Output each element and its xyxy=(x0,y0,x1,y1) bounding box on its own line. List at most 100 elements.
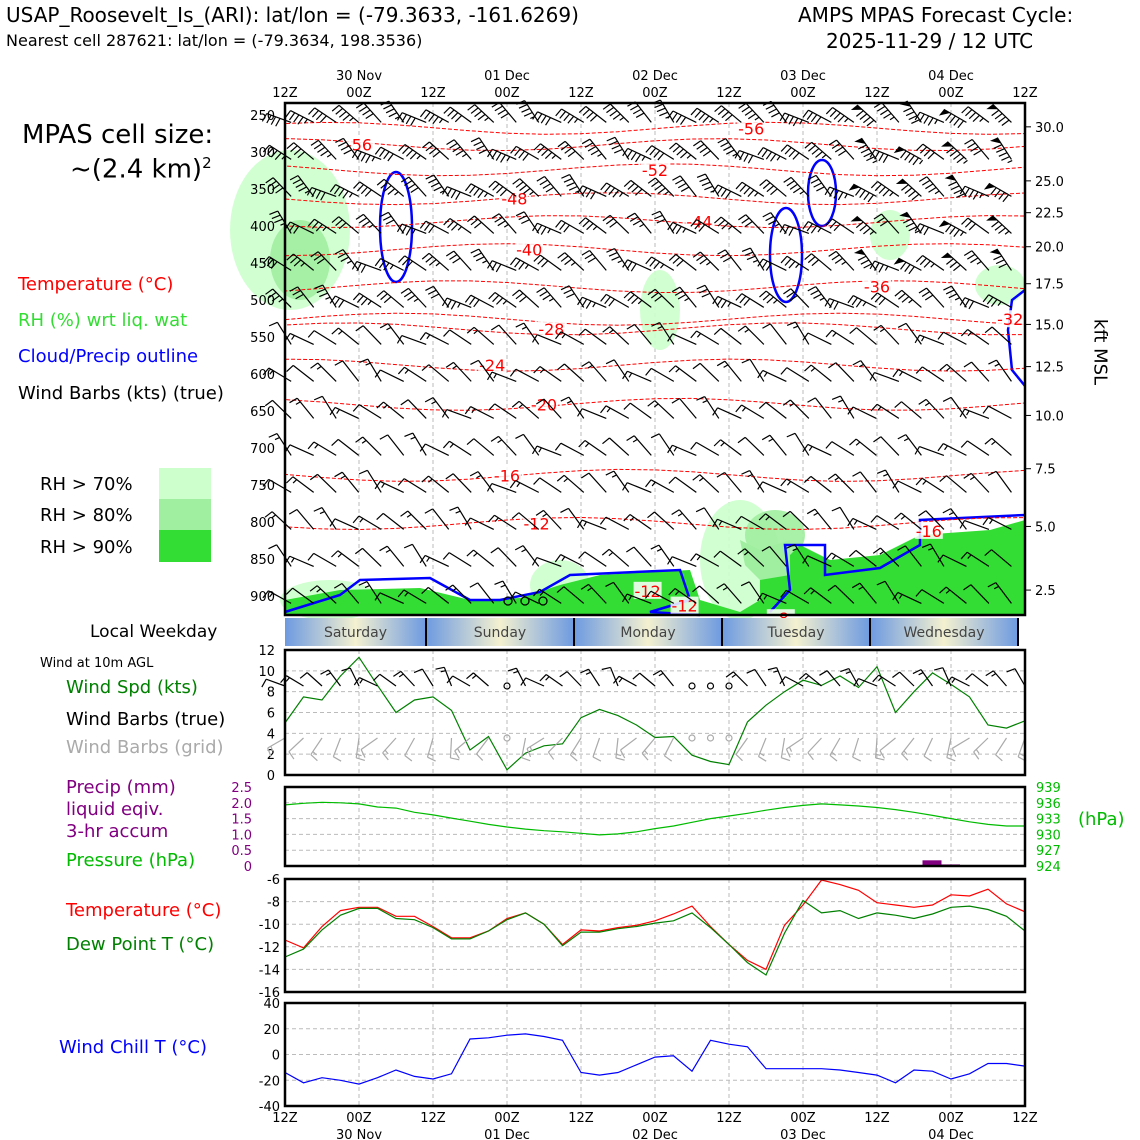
wind-barb-half xyxy=(858,586,864,590)
wind-barb-half xyxy=(872,160,878,164)
wind-barb-shaft xyxy=(497,547,517,567)
wind-barb-shaft xyxy=(919,111,945,123)
wind-barb-half xyxy=(773,670,779,673)
wind-barb xyxy=(938,108,967,129)
wind-barb-tick xyxy=(340,145,350,151)
wind-barb xyxy=(532,588,562,604)
wind-barb-tick xyxy=(365,113,374,120)
wind-barb-tick xyxy=(788,149,796,158)
wind-barb-tick xyxy=(746,255,756,261)
wind-barb xyxy=(762,100,787,123)
wind-barb-shaft xyxy=(613,359,630,382)
wind-barb-tick xyxy=(541,149,549,157)
wind-barb-tick xyxy=(307,218,315,227)
wind-barb-tick xyxy=(651,322,660,327)
wind-barb-shaft xyxy=(650,367,675,382)
wind-barb-shaft xyxy=(766,179,787,197)
wind-barb-tick xyxy=(781,757,791,762)
wind-barb-tick xyxy=(735,293,743,301)
wind-barb-10m xyxy=(612,675,637,687)
wind-barb-tick xyxy=(758,513,767,521)
wind-barb-tick xyxy=(737,436,746,444)
wind-barb-tick xyxy=(783,114,790,123)
wind-barb-tick xyxy=(496,297,504,305)
wind-barb xyxy=(560,507,585,530)
wind-barb-half xyxy=(416,154,421,160)
wind-barb xyxy=(780,589,810,604)
wind-barb xyxy=(466,438,495,456)
wind-barb-tick xyxy=(486,260,493,269)
wind-barb-tick xyxy=(680,151,688,159)
wind-barb-tick xyxy=(477,190,484,199)
wind-barb xyxy=(737,436,765,456)
calm-circle-grid xyxy=(688,734,696,742)
wind-barb-tick xyxy=(803,475,812,483)
wind-barb-tick xyxy=(606,136,616,142)
wind-barb xyxy=(782,399,810,419)
wind-barb-tick xyxy=(825,218,833,226)
wind-barb-grid xyxy=(946,737,956,762)
wind-barb xyxy=(940,252,967,272)
wind-barb xyxy=(289,286,315,308)
wind-barb xyxy=(578,439,607,456)
isotherm xyxy=(284,322,1026,336)
wind-barb-tick xyxy=(925,183,934,190)
wind-barb-tick xyxy=(922,179,931,186)
wind-barb xyxy=(937,331,967,345)
wind-barb-half xyxy=(316,588,321,593)
wind-barb-tick xyxy=(270,261,278,269)
wind-barb-tick xyxy=(737,325,746,332)
wind-barb-tick xyxy=(410,187,419,194)
wind-barb-shaft xyxy=(633,435,652,456)
wind-barb-tick xyxy=(602,214,611,222)
wind-barb xyxy=(964,138,990,160)
wind-barb-tick xyxy=(863,116,871,124)
isotherm-label: -12 xyxy=(635,582,661,601)
wind-barb-tick xyxy=(333,582,343,589)
wind-barb xyxy=(289,175,315,197)
wind-barb xyxy=(921,543,945,567)
wind-barb xyxy=(803,587,832,604)
wind-barb-half xyxy=(270,745,274,752)
wind-barb-tick xyxy=(430,182,440,188)
wind-barb-half xyxy=(457,226,462,231)
wind-barb-shaft xyxy=(569,737,582,756)
wind-barb-half xyxy=(744,328,750,333)
wind-barb-tick xyxy=(455,191,461,200)
wind-barb-half xyxy=(348,192,353,198)
wind-barb-tick xyxy=(737,548,746,555)
wind-barb-tick xyxy=(807,286,817,292)
wind-barb-shaft xyxy=(407,399,427,419)
legend-wbarb-grid: Wind Barbs (grid) xyxy=(66,737,224,758)
wind-barb-tick xyxy=(892,480,899,489)
wind-barb-tick xyxy=(943,285,952,291)
wind-barb-half xyxy=(967,331,972,337)
panel-frame xyxy=(283,1001,1027,1108)
wind-barb xyxy=(314,284,337,308)
wind-barb-tick xyxy=(722,256,732,263)
wind-barb-tick xyxy=(331,216,340,224)
wind-barb-tick xyxy=(341,667,351,672)
wind-barb-tick xyxy=(500,154,506,163)
isotherm xyxy=(284,138,1026,152)
wind-barb-tick xyxy=(557,252,566,259)
wind-barb-half xyxy=(539,368,545,374)
wind-barb-tick xyxy=(788,227,794,236)
wind-barb-10m xyxy=(892,671,915,687)
wind-barb-tick xyxy=(647,177,656,184)
wind-barb-tick xyxy=(374,481,381,490)
wind-barb-tick xyxy=(959,185,966,195)
wind-barb-tick xyxy=(762,212,771,218)
wind-barb-shaft xyxy=(446,408,472,419)
wind-barb xyxy=(804,364,832,382)
wind-barb-tick xyxy=(876,580,886,586)
wind-barb-tick xyxy=(404,180,413,186)
wind-barb-tick xyxy=(376,401,384,409)
wind-barb-tick xyxy=(320,192,326,201)
wind-barb-grid xyxy=(879,737,896,759)
time-tick-top: 00Z xyxy=(494,86,520,101)
wind-barb xyxy=(490,435,517,456)
wind-barb xyxy=(869,260,900,273)
wind-barb xyxy=(581,472,607,493)
weekday-name: Tuesday xyxy=(767,625,825,641)
